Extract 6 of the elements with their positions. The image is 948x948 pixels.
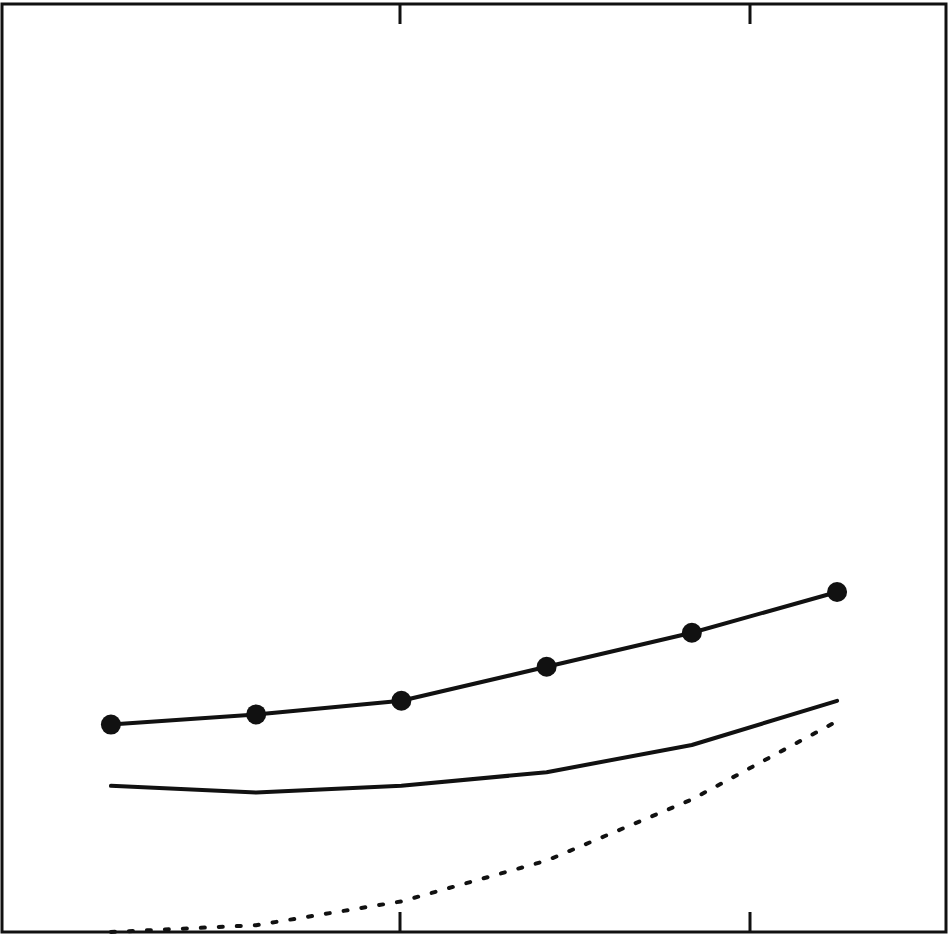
point bbox=[681, 622, 702, 643]
point bbox=[827, 582, 848, 602]
point bbox=[246, 704, 267, 725]
point bbox=[100, 714, 121, 735]
point bbox=[391, 690, 412, 711]
point bbox=[536, 656, 557, 677]
